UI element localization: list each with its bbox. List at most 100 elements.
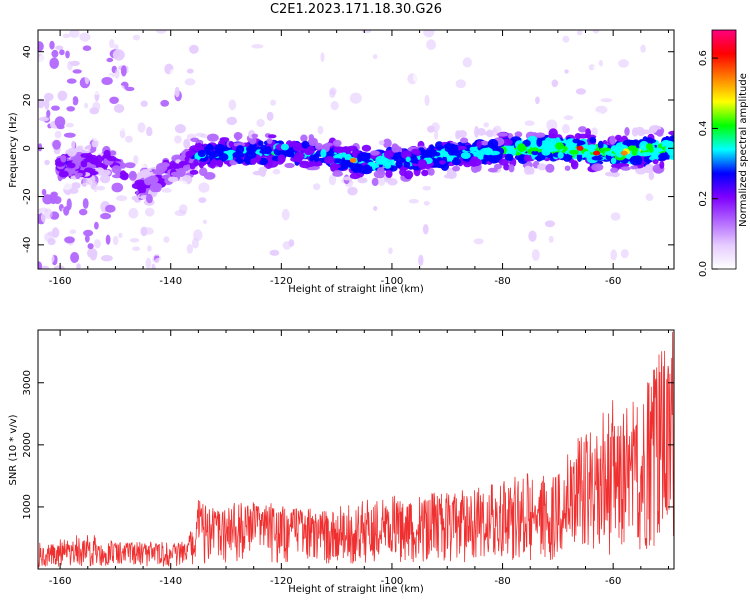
spectrogram-blob [640,44,646,53]
spectrogram-blob [398,99,405,108]
y-tick-label: 0 [22,145,33,151]
spectrogram-blob [70,182,81,189]
spectrogram-blob [623,139,634,146]
spectrogram-blob [146,126,153,137]
spectrogram-blob [67,162,76,169]
spectrogram-blob [668,130,674,136]
spectrogram-blob [280,143,289,151]
spectrogram-blob [593,150,601,156]
spectrogram-blob [347,186,358,196]
spectrogram-blob [281,208,290,221]
spectrogram-blob [610,249,617,261]
spectrogram-blob [134,179,146,186]
spectrogram-blob [514,131,523,138]
spectrogram-blob [476,140,482,148]
spectrogram-blob [209,159,216,169]
spectrogram-blob [119,246,124,256]
spectrogram-blob [111,140,123,151]
spectrogram-blob [551,79,559,88]
spectrogram-blob [426,39,437,50]
spectrogram-blob [120,65,127,77]
spectrogram-blob [189,44,199,54]
y-tick-label: 40 [22,45,33,58]
spectrogram-blob [76,172,83,177]
spectrogram-blob [309,138,317,145]
snr-panel: -160 -140 -120 -100 -80 -60 1000 2000 3000 Heig… [8,329,675,595]
spectrogram-blob [463,162,472,168]
spectrogram-blob [300,134,308,142]
spectrogram-blob [384,163,392,169]
spectrogram-blob [669,135,674,143]
spectrogram-blob [378,178,386,186]
y-tick-label: 2000 [22,432,33,457]
spectrogram-blob [483,131,493,136]
spectrogram-blob [67,60,73,71]
spectrogram-blob [184,156,190,163]
spectrogram-blob [645,193,654,201]
spectrogram-blob [41,265,50,269]
spectrogram-blob [324,156,335,164]
spectrogram-blob [114,68,120,79]
spectrogram-blob [154,257,163,269]
spectrogram-blob [203,172,216,180]
spectrogram-blob [251,44,264,49]
spectrogram-blob [620,166,631,171]
spectrogram-blob [89,107,99,115]
spectrogram-blob [145,257,152,269]
colorbar-bar [711,29,737,270]
spectrogram-blob [100,212,112,220]
spectrogram-blob [160,99,170,107]
spectrogram-blob [69,30,80,38]
spectrogram-blob [49,57,59,69]
x-tick-label: -120 [270,276,293,287]
spectrogram-blob [528,167,535,175]
spectrogram-blob [504,153,513,161]
spectrogram-blob [631,127,639,137]
spectrogram-blob [174,135,182,144]
spectrogram-blob [159,163,170,168]
spectrogram-blob [371,177,379,187]
spectrogram-blob [499,245,511,251]
spectrogram-blob [426,248,436,258]
spectrogram-blob [38,107,42,116]
spectrogram-blob [161,188,172,193]
spectrogram-blob [383,150,391,159]
spectrogram-blob [424,94,430,106]
spectrogram-blob [288,239,295,247]
spectrogram-blob [434,130,439,140]
spectrogram-blob [303,186,308,195]
spectrogram-blob [61,181,73,191]
spectrogram-blob [237,237,250,249]
spectrogram-blob [236,145,245,154]
spectrogram-blob [591,163,604,172]
spectrogram-blob [189,162,196,170]
spectrogram-blob [620,249,629,259]
spectrogram-blob [80,162,88,168]
spectrogram-blob [592,30,600,34]
spectrogram-blob [362,164,371,171]
spectrogram-blob [460,152,471,159]
spectrogram-blob [545,163,555,173]
spectrogram-blob [196,142,202,151]
spectrogram-blob [52,139,61,150]
spectrogram-blob [313,152,320,163]
spectrogram-blob [581,250,588,257]
spectrogram-blob [178,180,188,188]
spectrogram-blob [597,140,604,149]
spectrogram-blob [443,174,452,179]
spectrogram-blob [555,142,564,150]
spectrogram-blob [659,54,669,65]
spectrogram-x-label: Height of straight line (km) [288,284,424,295]
spectrogram-blob [507,126,512,134]
spectrogram-blob [402,49,409,60]
spectrogram-blob [587,144,597,150]
spectrogram-blob [531,150,539,156]
spectrogram-blob [47,231,55,237]
spectrogram-blob [434,152,441,157]
spectrogram-blob [398,134,408,143]
spectrogram-blob [557,151,564,159]
spectrogram-blob [195,132,206,137]
spectrogram-blob [629,155,640,166]
spectrogram-blob [229,220,236,225]
spectrogram-blob [128,207,139,219]
